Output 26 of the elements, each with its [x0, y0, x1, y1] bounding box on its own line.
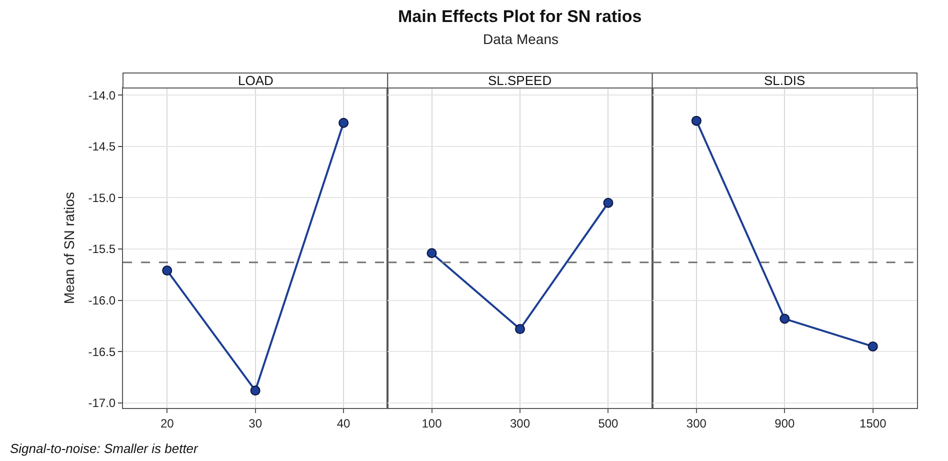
text: Signal-to-noise: Smaller is better — [10, 441, 199, 456]
y-tick-label: -16.0 — [88, 294, 116, 308]
x-tick-label: 1500 — [860, 416, 887, 430]
y-tick-label: -15.5 — [88, 242, 116, 256]
y-tick-label: -14.0 — [88, 88, 116, 102]
point — [250, 386, 260, 396]
y-tick-label: -16.5 — [88, 344, 116, 359]
x-tick-label: 300 — [686, 416, 707, 430]
x-axis-title: SL.DIS — [764, 73, 806, 88]
x-axis-title: LOAD — [238, 73, 274, 88]
x-tick-label: 20 — [160, 416, 174, 430]
chart-subtitle: Data Means — [483, 31, 558, 47]
x-tick-label: 300 — [510, 416, 530, 430]
x-tick-label: 500 — [598, 416, 619, 430]
x-axis-title: SL.SPEED — [488, 73, 552, 88]
x-tick-label: 30 — [248, 416, 262, 430]
x-tick-label: 40 — [336, 416, 351, 430]
y-tick-label: -14.5 — [88, 140, 116, 154]
point — [162, 266, 172, 276]
chart-title: Main Effects Plot for SN ratios — [398, 7, 642, 26]
x-tick-label: 100 — [422, 416, 442, 430]
point — [338, 118, 349, 128]
y-axis-title: Mean of SN ratios — [60, 192, 77, 304]
y-tick-label: -17.0 — [88, 396, 116, 410]
x-tick-label: 900 — [774, 416, 795, 430]
y-tick-label: -15.0 — [88, 190, 116, 205]
